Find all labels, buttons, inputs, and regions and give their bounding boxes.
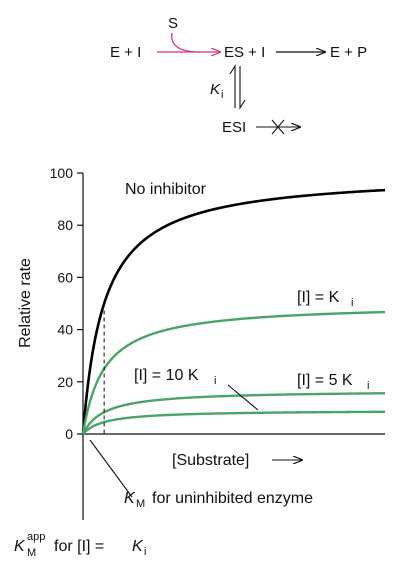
scheme-right: E + P xyxy=(330,44,367,61)
kmapp-annotation-subscript: M xyxy=(27,547,36,559)
km-annotation-subscript: M xyxy=(136,498,145,510)
kmapp-annotation-superscript: app xyxy=(27,531,45,543)
kmapp-annotation: K app M for [I] = K i xyxy=(14,531,146,559)
series-label-i-eq-ki: [I] = K i xyxy=(297,289,353,309)
kmapp-annotation-k: K xyxy=(14,538,26,555)
x-axis-title: [Substrate] xyxy=(172,452,249,469)
scheme-middle: ES + I xyxy=(224,44,265,61)
series-label-i-eq-ki-subscript: i xyxy=(351,297,353,309)
series-label-i-eq-10ki-text: [I] = 10 K xyxy=(134,367,199,384)
scheme-ki-subscript: i xyxy=(221,89,223,101)
series-label-i-eq-5ki-subscript: i xyxy=(367,380,369,392)
series-label-i-eq-10ki-subscript: i xyxy=(214,375,216,387)
km-annotation-k: K xyxy=(124,490,136,507)
series-curve-3 xyxy=(82,410,386,435)
km-leader-line xyxy=(89,439,133,498)
series-curve-2 xyxy=(81,392,386,435)
chart: Relative rate [Substrate] 0 20 40 60 80 100 N… xyxy=(14,165,386,559)
y-tick-label-20: 20 xyxy=(57,374,73,390)
reaction-scheme: S E + I ES + I E + P K i ESI xyxy=(110,15,367,136)
svg-text:[I] = 10 K: [I] = 10 K xyxy=(134,367,199,384)
scheme-substrate: S xyxy=(168,15,178,32)
y-tick-label-100: 100 xyxy=(50,165,74,181)
series-label-i-eq-ki-text: [I] = K xyxy=(297,289,340,306)
equilibrium-arrow-down xyxy=(239,66,246,110)
series-label-no-inhibitor: No inhibitor xyxy=(125,181,207,198)
y-tick-label-60: 60 xyxy=(57,269,73,285)
svg-text:[I] = K: [I] = K xyxy=(297,289,340,306)
scheme-left: E + I xyxy=(110,44,141,61)
series-label-10ki-leader xyxy=(227,384,259,411)
series-curve-1 xyxy=(81,310,386,435)
km-annotation: K M for uninhibited enzyme xyxy=(124,490,313,510)
series-label-i-eq-5ki: [I] = 5 K i xyxy=(297,372,369,392)
kmapp-annotation-text: for [I] = xyxy=(54,538,104,555)
y-tick-label-80: 80 xyxy=(57,217,73,233)
blocked-cross-b xyxy=(271,119,285,135)
scheme-bottom: ESI xyxy=(222,119,246,136)
y-tick-label-0: 0 xyxy=(65,426,73,442)
series-curve-0 xyxy=(81,188,386,435)
equilibrium-arrow-up xyxy=(229,64,236,108)
y-tick-label-40: 40 xyxy=(57,322,73,338)
svg-text:[I] = 5 K: [I] = 5 K xyxy=(297,372,353,389)
km-annotation-text: for uninhibited enzyme xyxy=(152,490,313,507)
series-label-i-eq-10ki: [I] = 10 K i xyxy=(134,367,216,387)
y-axis-title: Relative rate xyxy=(17,258,34,348)
substrate-curve-arrow xyxy=(171,32,201,53)
kmapp-annotation-ki-subscript: i xyxy=(144,546,146,558)
scheme-ki: K xyxy=(210,81,221,98)
series-label-i-eq-5ki-text: [I] = 5 K xyxy=(297,372,353,389)
kmapp-annotation-ki: K xyxy=(132,538,144,555)
